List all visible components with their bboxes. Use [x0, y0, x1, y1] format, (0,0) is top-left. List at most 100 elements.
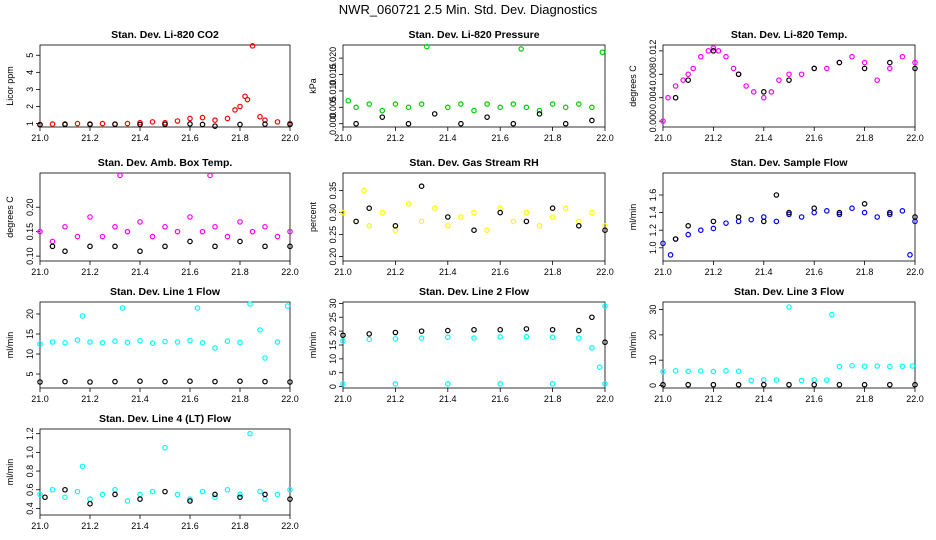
data-point-colored — [262, 355, 268, 361]
data-point-black — [912, 381, 918, 388]
data-point-black — [760, 218, 767, 225]
data-point-colored — [224, 115, 231, 122]
data-point-black — [549, 326, 556, 333]
x-tick-label: 21.8 — [544, 394, 562, 404]
data-point-colored — [99, 339, 106, 346]
data-point-colored — [366, 101, 373, 107]
data-point-black — [497, 209, 504, 216]
x-tick-label: 21.4 — [131, 521, 149, 531]
x-tick-label: 21.2 — [705, 394, 723, 404]
data-point-black — [484, 114, 490, 120]
data-point-colored — [562, 104, 569, 111]
data-point-colored — [187, 496, 193, 502]
data-point-black — [912, 65, 918, 72]
x-tick-label: 21.6 — [491, 267, 509, 277]
data-point-black — [162, 488, 168, 495]
data-point-colored — [549, 334, 556, 341]
y-axis-label: percent — [308, 201, 318, 232]
x-tick-label: 21.4 — [131, 394, 149, 404]
y-tick-label: 5 — [328, 370, 338, 375]
data-point-colored — [79, 463, 86, 470]
data-point-colored — [187, 115, 193, 122]
y-axis-label: ml/min — [5, 332, 15, 359]
data-point-black — [42, 494, 48, 501]
data-point-black — [237, 494, 243, 501]
data-point-colored — [909, 363, 916, 369]
data-point-colored — [207, 172, 213, 179]
y-tick-label: 0.012 — [648, 40, 658, 63]
panel-li820-temp: Stan. Dev. Li-820 Temp. 21.0 21.2 21.4 21.6 2… — [628, 29, 924, 143]
panel-title-line4-flow: Stan. Dev. Line 4 (LT) Flow — [99, 413, 232, 425]
data-point-black — [497, 326, 504, 333]
data-point-colored — [117, 172, 123, 179]
data-point-colored — [685, 231, 692, 238]
data-point-colored — [124, 339, 131, 346]
data-point-colored — [798, 71, 805, 78]
x-tick-label: 21.8 — [856, 133, 874, 143]
data-point-colored — [536, 107, 543, 114]
data-point-black — [836, 59, 843, 66]
y-tick-label: 0.30 — [328, 204, 338, 222]
data-point-colored — [340, 338, 346, 344]
y-tick-label: 10 — [328, 354, 338, 364]
y-tick-label: 0.25 — [328, 226, 338, 244]
y-axis-label: degrees C — [628, 65, 638, 107]
data-point-colored — [723, 220, 729, 226]
y-tick-label: 0.10 — [25, 247, 35, 265]
x-tick-label: 22.0 — [906, 394, 924, 404]
x-tick-label: 21.8 — [856, 267, 874, 277]
panel-line3-flow: Stan. Dev. Line 3 Flow 21.0 21.2 21.4 21.6 21… — [628, 286, 924, 404]
panels-group: Stan. Dev. Li-820 CO2 21.0 21.2 21.4 21.6 21.… — [5, 29, 924, 531]
data-point-colored — [549, 214, 556, 220]
data-point-colored — [366, 223, 373, 229]
data-point-colored — [149, 119, 156, 125]
data-point-colored — [886, 363, 893, 370]
data-point-colored — [137, 337, 143, 344]
panel-co2: Stan. Dev. Li-820 CO2 21.0 21.2 21.4 21.6 21.… — [5, 29, 299, 143]
data-point-colored — [823, 208, 830, 214]
data-point-colored — [849, 362, 855, 369]
data-point-colored — [237, 219, 243, 225]
data-point-colored — [162, 444, 168, 451]
data-point-black — [287, 243, 293, 250]
data-point-black — [444, 327, 451, 334]
data-point-colored — [444, 223, 451, 229]
data-point-colored — [667, 252, 674, 258]
data-point-colored — [274, 339, 281, 345]
data-point-colored — [549, 381, 556, 387]
data-point-black — [262, 491, 268, 498]
data-point-black — [366, 331, 373, 337]
data-point-colored — [237, 103, 243, 110]
data-point-colored — [886, 211, 893, 218]
data-point-black — [773, 192, 780, 198]
data-point-black — [536, 111, 543, 117]
data-point-black — [37, 379, 43, 385]
data-point-colored — [444, 334, 451, 341]
panel-title-co2: Stan. Dev. Li-820 CO2 — [111, 29, 219, 41]
data-point-black — [786, 209, 792, 216]
data-point-colored — [861, 209, 868, 216]
data-point-colored — [247, 301, 253, 307]
x-tick-label: 21.0 — [334, 394, 352, 404]
x-tick-label: 21.4 — [131, 267, 149, 277]
data-point-black — [137, 496, 143, 502]
data-point-black — [62, 378, 68, 385]
data-point-colored — [715, 48, 722, 54]
x-tick-label: 21.0 — [654, 267, 672, 277]
data-point-black — [112, 243, 118, 250]
data-point-colored — [768, 89, 775, 95]
data-point-colored — [735, 368, 742, 375]
data-point-black — [886, 59, 893, 66]
x-tick-label: 22.0 — [596, 133, 614, 143]
data-point-black — [212, 491, 218, 498]
data-point-colored — [366, 336, 373, 343]
data-point-black — [62, 248, 68, 255]
panel-line1-flow: Stan. Dev. Line 1 Flow 21.0 21.2 21.4 21.6 21… — [5, 286, 299, 404]
data-point-colored — [874, 214, 881, 220]
x-tick-label: 21.4 — [439, 267, 457, 277]
panel-sample-flow: Stan. Dev. Sample Flow 21.0 21.2 21.4 21.6 21… — [628, 157, 924, 277]
plot-frame — [39, 301, 291, 389]
data-point-colored — [174, 118, 181, 124]
data-point-black — [760, 381, 767, 388]
x-tick-label: 21.0 — [31, 267, 49, 277]
